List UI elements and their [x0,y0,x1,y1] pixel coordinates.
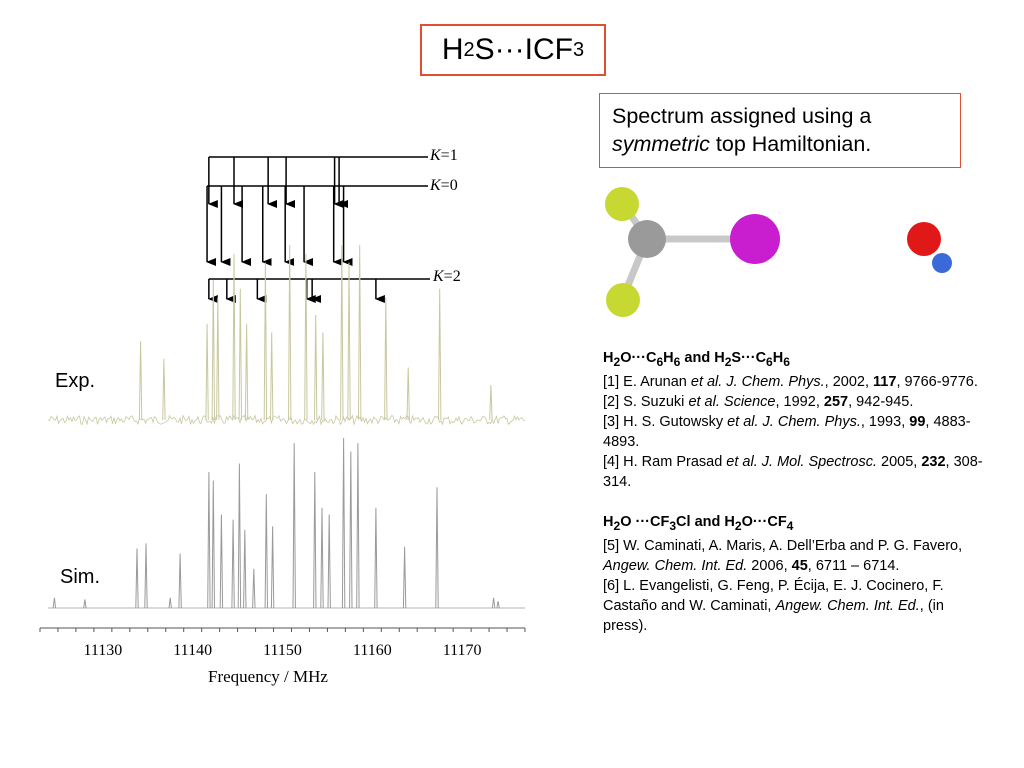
k2-label: K=2 [433,268,461,285]
exp-peak-16 [358,244,362,421]
exp-peak-12 [314,314,318,421]
exp-peak-3 [211,279,215,421]
oxygen-atom [907,222,941,256]
exp-peak-18 [406,367,410,421]
exp-peak-1 [162,358,166,421]
sim-peak-23 [402,546,407,609]
sim-peak-7 [211,480,215,609]
exp-peak-10 [288,244,292,421]
sim-peak-14 [270,526,275,609]
page-title: H 2 S···ICF 3 [420,24,606,76]
assignment-note: Spectrum assigned using a symmetric top … [599,93,961,168]
spectra [47,244,526,609]
sim-peak-20 [349,451,353,609]
x-tick-label: 11160 [353,642,392,659]
sim-label: Sim. [60,566,100,588]
fluorine-atom [606,283,640,317]
sim-peak-19 [341,437,346,609]
exp-peak-7 [244,323,249,421]
exp-peak-14 [340,244,344,421]
exp-peak-17 [384,297,388,421]
sim-peak-9 [231,519,235,609]
exp-peak-8 [263,262,268,421]
sim-peak-22 [374,507,378,609]
note-italic: symmetric [612,132,710,156]
x-tick-label: 11130 [83,642,122,659]
sim-peak-24 [435,487,439,609]
ref-group-1-heading: H2O···C6H6 and H2S···C6H6 [603,350,790,369]
exp-peak-9 [270,332,274,421]
exp-peak-5 [232,253,236,421]
exp-peak-4 [216,297,220,421]
sim-peak-17 [320,507,324,609]
iodine-atom [730,214,780,264]
x-tick-label: 11150 [263,642,302,659]
exp-peak-20 [489,384,493,421]
fluorine-atom [605,187,639,221]
reference-5: [5] W. Caminati, A. Maris, A. Dell’Erba … [603,537,963,574]
exp-peak-6 [238,288,242,421]
exp-label: Exp. [55,370,96,392]
sim-peak-6 [207,471,211,609]
sim-peak-12 [252,568,256,609]
k0-label: K=0 [430,177,458,194]
exp-peak-0 [138,341,143,421]
exp-peak-2 [205,323,209,421]
molecule [605,187,952,317]
x-tick-label: 11170 [443,642,482,659]
sim-peak-16 [313,471,317,609]
sim-peak-4 [168,597,172,609]
sim-peak-5 [178,553,182,609]
reference-6: [6] L. Evangelisti, G. Feng, P. Écija, E… [603,577,944,634]
sim-peak-25 [491,597,496,609]
references: H2O···C6H6 and H2S···C6H6 [1] E. Arunan … [603,348,988,636]
reference-2: [2] S. Suzuki et al. Science, 1992, 257,… [603,393,914,410]
sim-peak-8 [219,514,224,609]
sim-peak-21 [356,443,360,609]
reference-4: [4] H. Ram Prasad et al. J. Mol. Spectro… [603,453,983,490]
ref-group-2-heading: H2O ···CF3Cl and H2O···CF4 [603,513,794,533]
reference-1: [1] E. Arunan et al. J. Chem. Phys., 200… [603,373,978,390]
sim-peak-26 [496,601,500,609]
exp-peak-13 [321,332,325,421]
sim-peak-1 [83,599,87,609]
exp-peak-19 [438,288,442,421]
sim-peak-3 [144,543,148,609]
exp-peak-15 [347,262,351,421]
sim-peak-15 [292,443,296,609]
sim-peak-18 [327,514,331,609]
x-tick-label: 11140 [173,642,212,659]
x-axis-title: Frequency / MHz [208,667,328,686]
sim-peak-13 [264,494,268,609]
assignment-brackets [206,156,430,303]
sim-peak-2 [135,548,139,609]
exp-peak-11 [304,253,308,421]
note-line1: Spectrum assigned using a [612,104,872,128]
x-axis: 11130 11140 11150 11160 11170 [39,627,526,659]
carbon-atom [628,220,666,258]
reference-3: [3] H. S. Gutowsky et al. J. Chem. Phys.… [603,413,971,450]
sim-peak-11 [243,529,247,609]
k1-label: K=1 [430,147,458,164]
exp-baseline [47,414,526,426]
sim-peak-0 [52,597,57,609]
note-rest: top Hamiltonian. [709,132,872,156]
sim-peak-10 [237,463,242,609]
hydrogen-atom [932,253,952,273]
